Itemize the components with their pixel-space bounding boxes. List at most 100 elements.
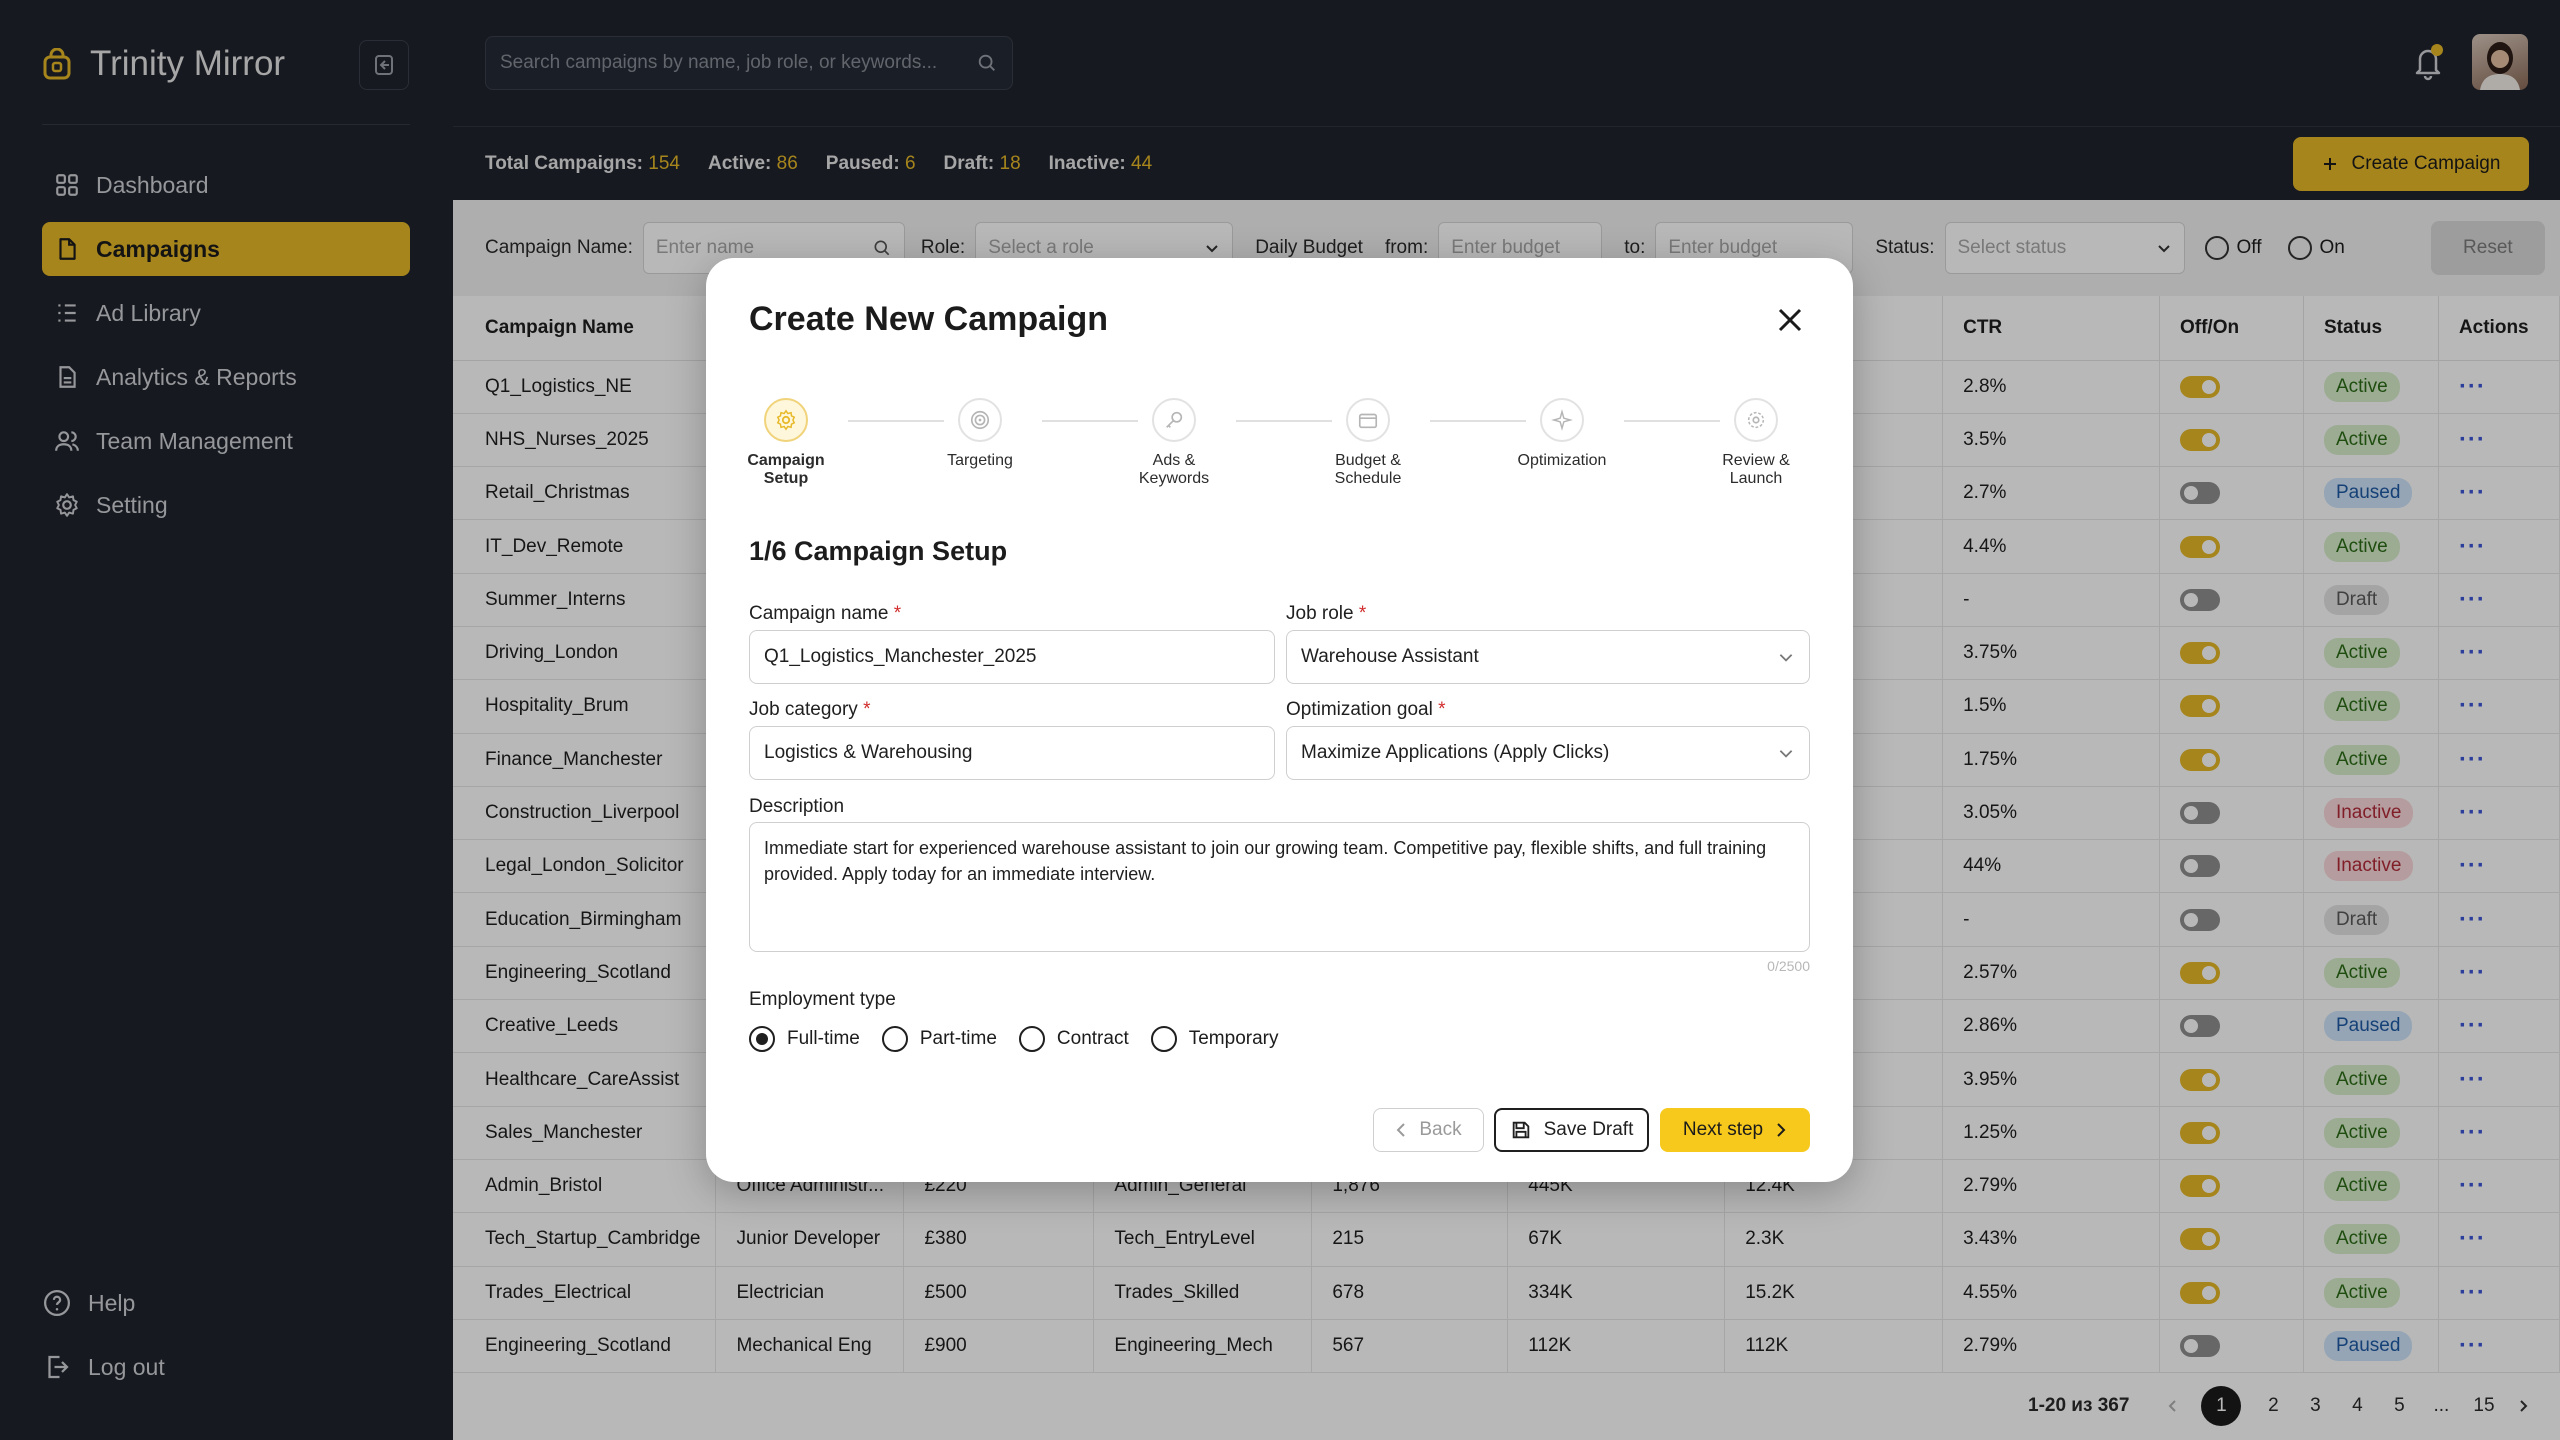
brand[interactable]: Trinity Mirror <box>42 44 285 84</box>
search-input[interactable] <box>500 52 940 74</box>
more-actions-icon[interactable]: ··· <box>2458 958 2486 986</box>
team-icon <box>55 431 79 451</box>
collapse-sidebar-button[interactable] <box>359 40 409 90</box>
col-campaign-name[interactable]: Campaign Name <box>453 296 717 361</box>
step-campaign-setup[interactable]: Campaign Setup <box>726 398 846 488</box>
more-actions-icon[interactable]: ··· <box>2458 639 2486 667</box>
step-review-launch[interactable]: Review & Launch <box>1696 398 1816 488</box>
on-off-toggle[interactable] <box>2180 1068 2220 1091</box>
create-campaign-button[interactable]: Create Campaign <box>2293 137 2529 191</box>
filter-on-radio[interactable]: On <box>2287 236 2345 260</box>
more-actions-icon[interactable]: ··· <box>2458 372 2486 400</box>
step-targeting[interactable]: Targeting <box>920 398 1040 470</box>
next-step-button[interactable]: Next step <box>1660 1108 1810 1152</box>
on-off-toggle[interactable] <box>2180 428 2220 451</box>
on-off-toggle[interactable] <box>2180 482 2220 505</box>
sidebar-item-help[interactable]: Help <box>42 1276 165 1330</box>
on-off-toggle[interactable] <box>2180 1121 2220 1144</box>
on-off-toggle[interactable] <box>2180 588 2220 611</box>
table-cell-toggle <box>2159 626 2304 681</box>
more-actions-icon[interactable]: ··· <box>2458 532 2486 560</box>
sidebar-item-dashboard[interactable]: Dashboard <box>42 158 410 212</box>
table-cell-toggle <box>2159 733 2304 787</box>
sidebar-item-campaigns[interactable]: Campaigns <box>42 222 410 276</box>
avatar[interactable] <box>2472 34 2528 90</box>
more-actions-icon[interactable]: ··· <box>2458 1065 2486 1093</box>
more-actions-icon[interactable]: ··· <box>2458 1118 2486 1146</box>
page-button[interactable]: 2 <box>2268 1395 2279 1416</box>
on-off-toggle[interactable] <box>2180 748 2220 771</box>
next-page-button[interactable] <box>2517 1399 2529 1413</box>
radio-temporary[interactable]: Temporary <box>1150 1026 1278 1052</box>
radio-contract[interactable]: Contract <box>1018 1026 1129 1052</box>
col-ctr[interactable]: CTR <box>1942 296 2160 361</box>
notifications-button[interactable] <box>2411 40 2445 84</box>
job-category-field[interactable]: Logistics & Warehousing <box>749 726 1275 780</box>
on-off-toggle[interactable] <box>2180 908 2220 931</box>
sidebar-item-team[interactable]: Team Management <box>42 414 410 468</box>
radio-full-time[interactable]: Full-time <box>749 1026 860 1052</box>
search-box[interactable] <box>485 36 1013 90</box>
job-role-select[interactable]: Warehouse Assistant <box>1286 630 1810 684</box>
page-button[interactable]: 4 <box>2352 1395 2363 1416</box>
on-off-toggle[interactable] <box>2180 961 2220 984</box>
page-button[interactable]: 5 <box>2394 1395 2405 1416</box>
page-button[interactable]: 15 <box>2473 1395 2495 1416</box>
col-status[interactable]: Status <box>2303 296 2439 361</box>
close-modal-button[interactable] <box>1774 304 1806 336</box>
table-cell-name: Legal_London_Solicitor <box>453 839 717 894</box>
more-actions-icon[interactable]: ··· <box>2458 799 2486 827</box>
table-row[interactable]: Trades_Electrical Electrician £500 Trades_S… <box>453 1266 2560 1320</box>
back-button[interactable]: Back <box>1373 1108 1484 1152</box>
table-cell-status: Active <box>2303 1266 2439 1320</box>
on-off-toggle[interactable] <box>2180 802 2220 825</box>
on-off-toggle[interactable] <box>2180 1015 2220 1038</box>
step-optimization[interactable]: Optimization <box>1502 398 1622 470</box>
description-textarea[interactable]: Immediate start for experienced warehous… <box>749 822 1810 952</box>
more-actions-icon[interactable]: ··· <box>2458 852 2486 880</box>
on-off-toggle[interactable] <box>2180 695 2220 718</box>
more-actions-icon[interactable]: ··· <box>2458 585 2486 613</box>
more-actions-icon[interactable]: ··· <box>2458 1225 2486 1253</box>
sidebar-item-logout[interactable]: Log out <box>42 1340 165 1394</box>
table-row[interactable]: Tech_Startup_Cambridge Junior Developer £3… <box>453 1212 2560 1267</box>
sidebar-item-analytics[interactable]: Analytics & Reports <box>42 350 410 404</box>
on-off-toggle[interactable] <box>2180 1175 2220 1198</box>
more-actions-icon[interactable]: ··· <box>2458 1172 2486 1200</box>
on-off-toggle[interactable] <box>2180 1334 2220 1357</box>
filter-placeholder: Select a role <box>988 237 1094 258</box>
on-off-toggle[interactable] <box>2180 535 2220 558</box>
step-ads-keywords[interactable]: Ads & Keywords <box>1114 398 1234 488</box>
radio-part-time[interactable]: Part-time <box>881 1026 997 1052</box>
more-actions-icon[interactable]: ··· <box>2458 479 2486 507</box>
optimization-goal-select[interactable]: Maximize Applications (Apply Clicks) <box>1286 726 1810 780</box>
filter-status-select[interactable]: Select status <box>1944 222 2185 274</box>
campaign-name-field[interactable]: Q1_Logistics_Manchester_2025 <box>749 630 1275 684</box>
on-off-toggle[interactable] <box>2180 855 2220 878</box>
save-draft-button[interactable]: Save Draft <box>1494 1108 1649 1152</box>
more-actions-icon[interactable]: ··· <box>2458 905 2486 933</box>
on-off-toggle[interactable] <box>2180 642 2220 665</box>
on-off-toggle[interactable] <box>2180 1281 2220 1304</box>
page-button[interactable]: 1 <box>2201 1386 2242 1426</box>
sidebar-item-setting[interactable]: Setting <box>42 478 410 532</box>
more-actions-icon[interactable]: ··· <box>2458 1278 2486 1306</box>
status-badge: Active <box>2323 371 2400 402</box>
radio-dot <box>881 1026 908 1052</box>
more-actions-icon[interactable]: ··· <box>2458 1331 2486 1359</box>
table-cell-actions: ··· <box>2438 1159 2560 1214</box>
reset-button[interactable]: Reset <box>2430 221 2545 275</box>
more-actions-icon[interactable]: ··· <box>2458 745 2486 773</box>
table-row[interactable]: Engineering_Scotland Mechanical Eng £900 En… <box>453 1319 2560 1374</box>
on-off-toggle[interactable] <box>2180 1228 2220 1251</box>
page-button[interactable]: 3 <box>2310 1395 2321 1416</box>
filter-off-radio[interactable]: Off <box>2204 236 2262 260</box>
prev-page-button[interactable] <box>2167 1399 2179 1413</box>
on-off-toggle[interactable] <box>2180 375 2220 398</box>
more-actions-icon[interactable]: ··· <box>2458 1012 2486 1040</box>
sidebar-item-ad-library[interactable]: Ad Library <box>42 286 410 340</box>
more-actions-icon[interactable]: ··· <box>2458 692 2486 720</box>
more-actions-icon[interactable]: ··· <box>2458 425 2486 453</box>
step-budget-schedule[interactable]: Budget & Schedule <box>1308 398 1428 488</box>
col-off-on[interactable]: Off/On <box>2159 296 2304 361</box>
